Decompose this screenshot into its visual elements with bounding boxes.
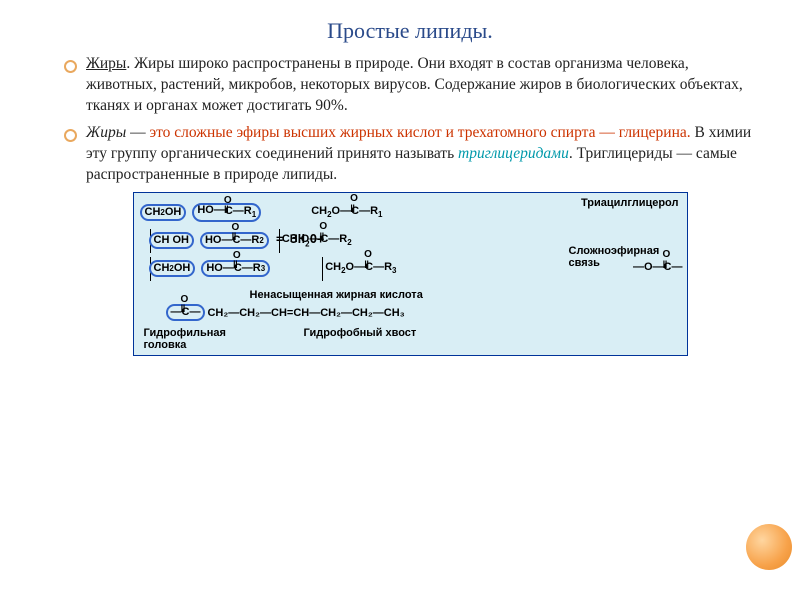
bullet-item-2: Жиры — это сложные эфиры высших жирных к… [64, 123, 760, 186]
fatty-acid-chain: CH₂—CH₂—CH=CH—CH₂—CH₂—CH₃ [207, 307, 404, 319]
product-row-3: CH2O—CO‖—R3 [325, 261, 396, 275]
label-triacylglycerol: Триацилглицерол [581, 197, 679, 209]
ester-fragment: —O—CO‖— [633, 261, 683, 273]
label-hydrophilic-head: Гидрофильная головка [144, 327, 254, 351]
fatty-acid-head: —CO‖— [166, 304, 206, 321]
fatty-acid-2: HO—CO‖—R2 [200, 232, 269, 249]
glycerol-ch2oh-2: CH2OH [149, 260, 196, 277]
glycerol-ch2oh-1: CH2OH [140, 204, 187, 221]
bullet2-red: это сложные эфиры высших жирных кислот и… [149, 124, 690, 141]
bullet-list: Жиры. Жиры широко распространены в приро… [60, 54, 760, 186]
label-hydrophobic-tail: Гидрофобный хвост [304, 327, 417, 351]
glycerol-choh: CH OH [149, 232, 194, 249]
slide-title: Простые липиды. [60, 18, 760, 44]
bullet2-term: Жиры [86, 124, 126, 141]
bullet-item-1: Жиры. Жиры широко распространены в приро… [64, 54, 760, 117]
product-row-2: CH O—CO‖—R2 [282, 233, 352, 247]
fatty-acid-3: HO—CO‖—R3 [201, 260, 270, 277]
bullet1-lead: Жиры [86, 55, 126, 72]
bullet1-rest: . Жиры широко распространены в природе. … [86, 55, 743, 114]
fatty-acid-1: HO— CO‖ —R1 [192, 203, 261, 222]
label-unsaturated: Ненасыщенная жирная кислота [140, 289, 681, 301]
reaction-diagram: Триацилглицерол Сложноэфирная связь CH2O… [133, 192, 688, 356]
decorative-circle [746, 524, 792, 570]
product-row-1: CH2O—CO‖—R1 [311, 205, 382, 219]
equals-3h2o: = 3H2O+ [269, 232, 277, 248]
bullet2-teal: триглицеридами [458, 145, 569, 162]
